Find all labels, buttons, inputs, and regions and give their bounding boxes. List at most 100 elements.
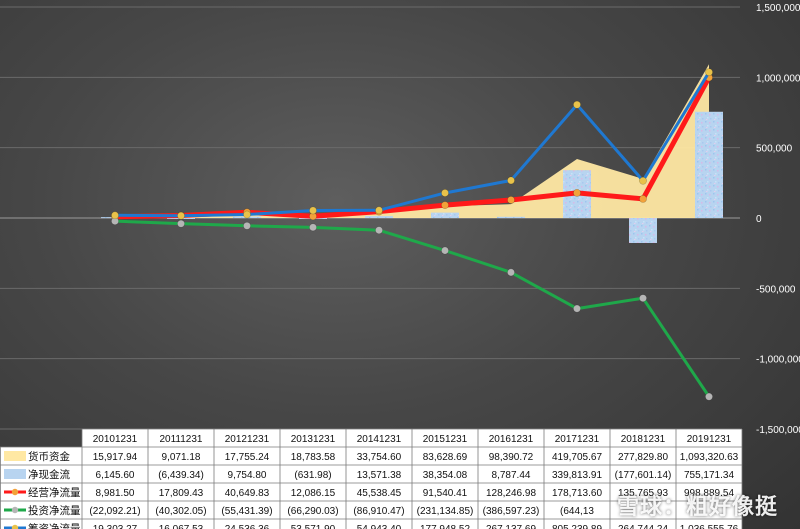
- data-label: 91,540.41: [423, 488, 468, 499]
- point-筹资净流量: [375, 206, 383, 215]
- point-经营净流量: [441, 201, 449, 210]
- legend-label: 货币资金: [28, 450, 70, 463]
- legend-key-marker: [11, 506, 19, 514]
- data-label: 98,390.72: [489, 452, 534, 463]
- data-label: 264,744.24: [618, 524, 668, 529]
- point-投资净流量: [243, 221, 251, 230]
- x-tick-label: 20121231: [225, 434, 270, 445]
- data-label: (66,290.03): [287, 506, 338, 517]
- point-筹资净流量: [309, 206, 317, 215]
- data-label: (231,134.85): [417, 506, 474, 517]
- data-label: 178,713.60: [552, 488, 602, 499]
- data-label: (386,597.23): [483, 506, 540, 517]
- data-label: 6,145.60: [96, 470, 135, 481]
- flow-lines: [111, 68, 713, 401]
- data-label: (6,439.34): [158, 470, 204, 481]
- x-tick-label: 20131231: [291, 434, 336, 445]
- data-label: 177,948.52: [420, 524, 470, 529]
- data-label: 45,538.45: [357, 488, 402, 499]
- data-label: 16,067.53: [159, 524, 204, 529]
- data-label: 9,071.18: [162, 452, 201, 463]
- data-label: 24,536.36: [225, 524, 270, 529]
- point-投资净流量: [573, 304, 581, 313]
- line-投资净流量: [113, 219, 711, 399]
- data-label: 17,755.24: [225, 452, 270, 463]
- line-筹资净流量: [113, 70, 711, 218]
- data-label: 33,754.60: [357, 452, 402, 463]
- legend-label: 筹资净流量: [28, 522, 81, 529]
- bar-net-cashflow: [431, 212, 459, 218]
- table-body-bg: [0, 447, 742, 529]
- data-label: 755,171.34: [684, 470, 734, 481]
- point-筹资净流量: [441, 189, 449, 197]
- legend-label: 投资净流量: [28, 504, 81, 517]
- data-label: (644,13: [560, 506, 594, 517]
- bar-net-cashflow: [365, 216, 393, 218]
- x-tick-label: 20171231: [555, 434, 600, 445]
- x-tick-label: 20191231: [687, 434, 732, 445]
- point-投资净流量: [507, 268, 515, 277]
- point-筹资净流量: [111, 211, 119, 220]
- data-label: (55,431.39): [221, 506, 272, 517]
- x-tick-label: 20161231: [489, 434, 534, 445]
- bar-net-cashflow: [629, 218, 657, 243]
- data-label: 18,783.58: [291, 452, 336, 463]
- point-筹资净流量: [573, 100, 581, 109]
- data-label: 267,137.69: [486, 524, 536, 529]
- data-label: 38,354.08: [423, 470, 468, 481]
- point-经营净流量: [507, 196, 515, 204]
- y-tick-label: 1,000,000: [756, 73, 800, 84]
- point-筹资净流量: [705, 68, 713, 77]
- data-label: (177,601.14): [615, 470, 672, 481]
- point-经营净流量: [639, 195, 647, 203]
- y-tick-label: -1,500,000: [756, 425, 800, 436]
- data-label: 8,787.44: [492, 470, 531, 481]
- point-投资净流量: [705, 392, 713, 401]
- data-label: 419,705.67: [552, 452, 602, 463]
- point-投资净流量: [375, 226, 383, 235]
- data-label: 19,303.27: [93, 524, 138, 529]
- x-tick-label: 20141231: [357, 434, 402, 445]
- bar-net-cashflow: [497, 216, 525, 218]
- legend-key-marker: [11, 524, 19, 529]
- legend-key-swatch: [4, 451, 26, 461]
- data-label: 40,649.83: [225, 488, 270, 499]
- data-label: 1,093,320.63: [680, 452, 739, 463]
- data-label: 805,239.89: [552, 524, 602, 529]
- point-投资净流量: [639, 294, 647, 303]
- point-投资净流量: [309, 223, 317, 232]
- x-tick-label: 20181231: [621, 434, 666, 445]
- data-label: (40,302.05): [155, 506, 206, 517]
- x-tick-label: 20101231: [93, 434, 138, 445]
- x-tick-label: 20111231: [159, 434, 202, 445]
- y-tick-label: 1,500,000: [756, 3, 800, 14]
- area-cash: [115, 64, 709, 218]
- bar-net-cashflow: [695, 111, 723, 218]
- y-tick-label: -500,000: [756, 284, 796, 295]
- legend-label: 净现金流: [28, 468, 70, 481]
- data-label: 128,246.98: [486, 488, 536, 499]
- point-经营净流量: [573, 188, 581, 197]
- y-tick-label: -1,000,000: [756, 355, 800, 366]
- watermark-text: 雪球：粗好像挺: [616, 495, 778, 520]
- data-label: 1,036,555.76: [680, 524, 739, 529]
- legend-key-marker: [11, 488, 19, 496]
- point-筹资净流量: [507, 176, 515, 185]
- data-table: 20101231 20111231 20121231 20131231 20141231…: [0, 428, 743, 529]
- point-筹资净流量: [243, 210, 251, 219]
- data-label: (22,092.21): [89, 506, 140, 517]
- data-label: 15,917.94: [93, 452, 138, 463]
- data-label: 54,943.40: [357, 524, 402, 529]
- data-label: 17,809.43: [159, 488, 204, 499]
- data-label: 53,571.90: [291, 524, 336, 529]
- data-label: 83,628.69: [423, 452, 468, 463]
- x-tick-label: 20151231: [423, 434, 468, 445]
- data-label: 339,813.91: [552, 470, 602, 481]
- data-label: 135,765.93: [618, 488, 668, 499]
- y-tick-label: 500,000: [756, 144, 793, 155]
- data-label: 277,829.80: [618, 452, 668, 463]
- data-label: 13,571.38: [357, 470, 402, 481]
- line-经营净流量: [112, 74, 712, 220]
- y-axis: 1,500,000 1,000,000 500,000 0 -500,000 -1,000…: [756, 3, 800, 436]
